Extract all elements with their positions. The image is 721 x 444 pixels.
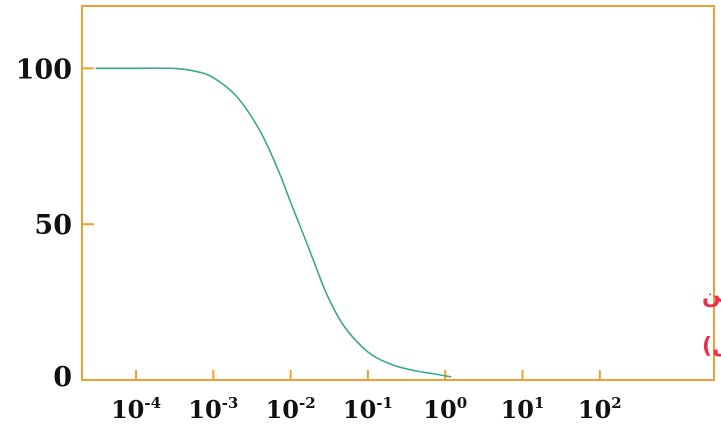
x-axis-ticks: 10-4 10-3 10-2 10-1 100 101 102 [111, 370, 622, 424]
x-tick-label: 10-2 [266, 394, 316, 424]
x-tick-label: 10-3 [188, 394, 238, 424]
y-tick-label: 0 [53, 362, 72, 393]
y-axis-ticks: 100 50 0 [16, 54, 94, 393]
x-tick-label: 101 [501, 394, 545, 424]
y-tick-label: 100 [16, 54, 72, 85]
x-tick-label: 100 [423, 394, 467, 424]
x-tick-label: 102 [578, 394, 622, 424]
series-line [95, 67, 452, 378]
x-tick-label: 10-1 [343, 394, 393, 424]
x-axis-annotation-line-1: تركيز ألفا أمانتين [702, 279, 721, 308]
x-axis-annotation-line-2: (ميكروغرام/ مل) [702, 334, 721, 359]
x-tick-label: 10-4 [111, 394, 161, 424]
y-tick-label: 50 [34, 210, 72, 241]
plot-frame [81, 5, 715, 381]
